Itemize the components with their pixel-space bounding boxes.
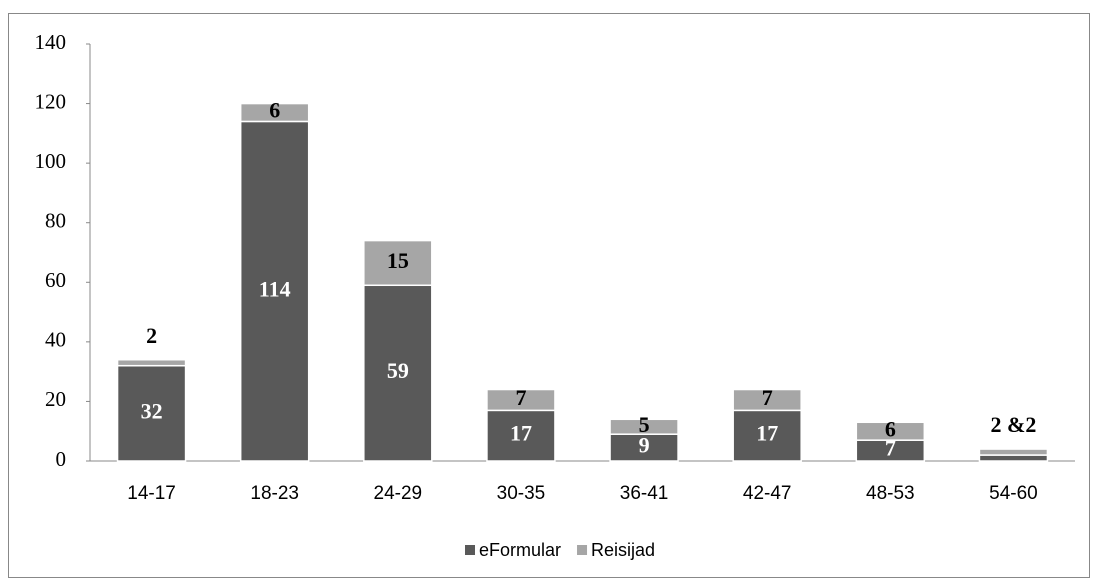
x-tick-label: 48-53 <box>866 483 915 504</box>
legend-label: eFormular <box>479 540 561 560</box>
bar-segment <box>855 421 926 441</box>
bar-segment <box>732 388 802 412</box>
data-label: 17 <box>756 421 778 446</box>
x-tick-label: 18-23 <box>250 483 299 504</box>
x-tick-label: 24-29 <box>374 483 423 504</box>
data-label: 7 <box>515 385 526 410</box>
data-label: 2 &2 <box>991 412 1037 437</box>
y-tick-label: 60 <box>45 268 66 292</box>
x-tick-label: 36-41 <box>620 483 669 504</box>
data-label: 2 <box>146 323 157 348</box>
x-tick-label: 30-35 <box>497 483 546 504</box>
bar-segment <box>609 418 679 435</box>
data-label: 32 <box>141 398 163 423</box>
bar-segment <box>239 102 310 123</box>
y-tick-label: 20 <box>45 387 66 411</box>
x-tick-label: 54-60 <box>989 483 1038 504</box>
y-tick-label: 120 <box>35 89 67 113</box>
legend-swatch <box>577 545 588 555</box>
data-label: 6 <box>269 98 280 123</box>
y-tick-label: 140 <box>35 30 67 54</box>
y-tick-label: 80 <box>45 209 66 233</box>
data-label: 9 <box>639 433 650 458</box>
x-tick-label: 14-17 <box>127 483 176 504</box>
y-tick-label: 0 <box>56 447 67 471</box>
bar-segment <box>239 120 310 462</box>
data-label: 114 <box>259 276 291 301</box>
bar-segment <box>486 388 556 412</box>
data-label: 6 <box>885 416 896 441</box>
bar-segment <box>363 284 433 462</box>
bar-segment <box>978 454 1049 462</box>
data-label: 59 <box>387 358 409 383</box>
bar-segment <box>978 448 1049 456</box>
data-label: 15 <box>387 248 409 273</box>
chart-frame <box>8 13 1090 578</box>
bar-segment <box>363 239 433 287</box>
legend-label: Reisijad <box>591 540 655 560</box>
data-label: 7 <box>885 436 896 461</box>
x-tick-label: 42-47 <box>743 483 792 504</box>
bar-segment <box>116 358 187 367</box>
bar-segment <box>116 364 187 462</box>
data-label: 7 <box>762 385 773 410</box>
y-tick-label: 100 <box>35 149 67 173</box>
data-label: 5 <box>639 412 650 437</box>
bar-segment <box>486 409 556 462</box>
data-label: 17 <box>510 421 532 446</box>
legend-swatch <box>465 545 475 555</box>
y-tick-label: 40 <box>45 328 66 352</box>
